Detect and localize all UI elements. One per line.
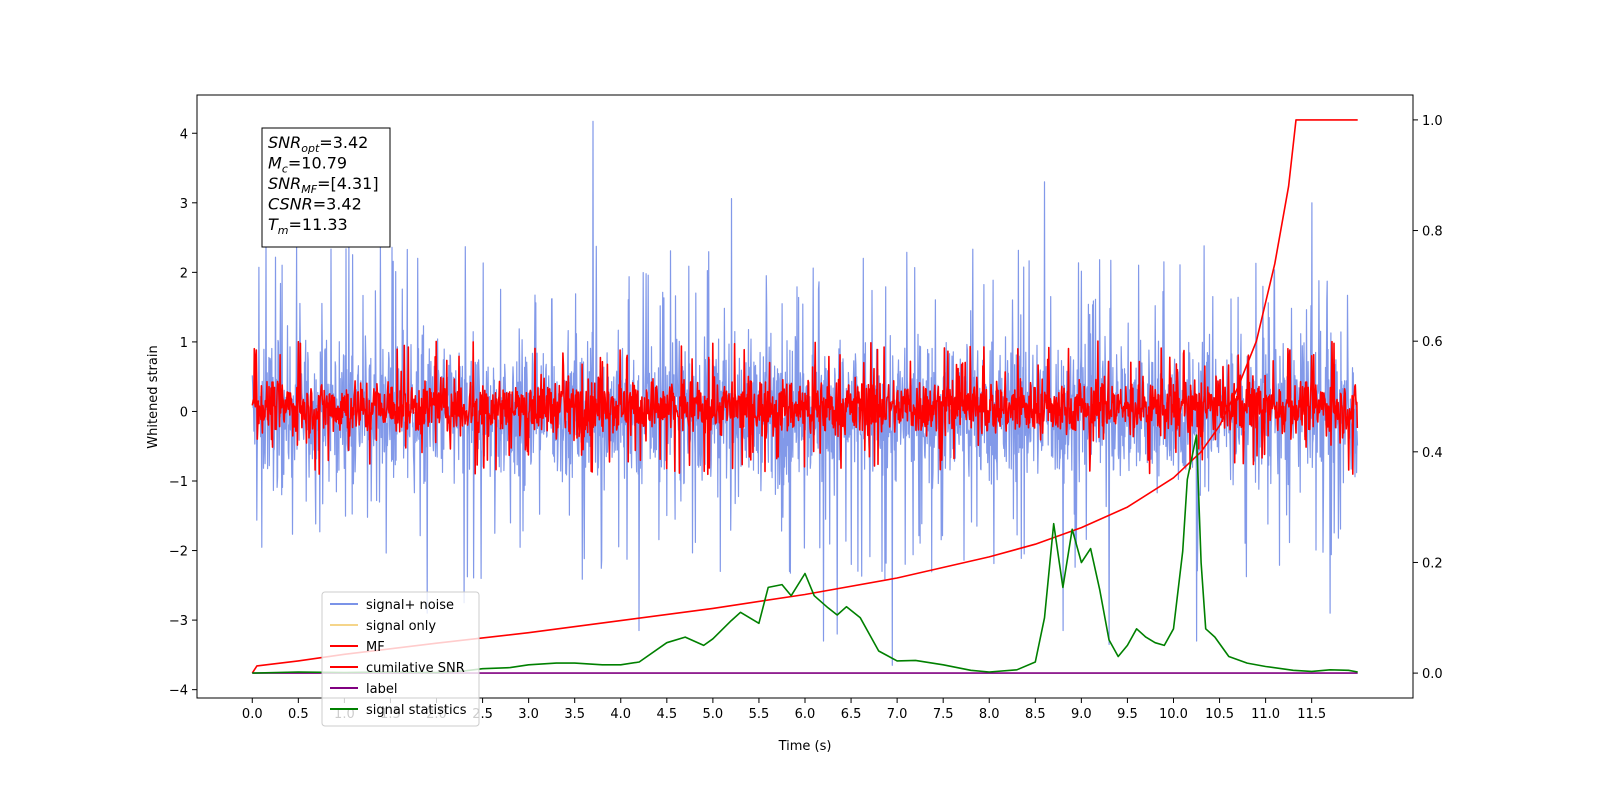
- x-tick-label: 11.5: [1297, 707, 1326, 722]
- y-tick-label: 4: [180, 127, 188, 142]
- x-tick-label: 8.5: [1025, 707, 1046, 722]
- info-line: CSNR=3.42: [268, 195, 362, 214]
- x-tick-label: 6.5: [841, 707, 862, 722]
- legend-label: signal statistics: [366, 703, 467, 718]
- x-tick-label: 7.5: [933, 707, 954, 722]
- y2-tick-label: 0.0: [1422, 667, 1443, 682]
- y-tick-label: 0: [180, 405, 188, 420]
- info-annotation-box: SNRopt=3.42Mc=10.79SNRMF=[4.31]CSNR=3.42…: [261, 127, 391, 248]
- legend-label: cumilative SNR: [366, 661, 465, 676]
- y2-tick-label: 0.2: [1422, 556, 1443, 571]
- legend-label: MF: [366, 640, 385, 655]
- y2-tick-label: 0.4: [1422, 446, 1443, 461]
- y-tick-label: 2: [180, 266, 188, 281]
- info-line: Tm=11.33: [268, 215, 348, 237]
- x-axis-label: Time (s): [778, 739, 832, 754]
- y-tick-label: −2: [169, 545, 188, 560]
- y-tick-label: 1: [180, 336, 188, 351]
- x-tick-label: 9.5: [1117, 707, 1138, 722]
- x-tick-label: 5.0: [703, 707, 724, 722]
- y-tick-label: −1: [169, 475, 188, 490]
- x-tick-label: 5.5: [749, 707, 770, 722]
- info-line: SNRopt=3.42: [268, 133, 368, 155]
- x-tick-label: 7.0: [887, 707, 908, 722]
- y2-tick-label: 0.8: [1422, 225, 1443, 240]
- x-tick-label: 10.0: [1159, 707, 1188, 722]
- series-mf: [251, 340, 1359, 476]
- x-tick-label: 0.5: [288, 707, 309, 722]
- x-tick-label: 3.5: [564, 707, 585, 722]
- legend-label: label: [366, 682, 397, 697]
- x-tick-label: 4.0: [610, 707, 631, 722]
- y-tick-label: 3: [180, 197, 188, 212]
- y-tick-label: −3: [169, 614, 188, 629]
- x-tick-label: 10.5: [1205, 707, 1234, 722]
- legend-frame: [321, 591, 480, 727]
- x-tick-label: 0.0: [242, 707, 263, 722]
- y2-tick-label: 0.6: [1422, 335, 1443, 350]
- y-axis-label: Whitened strain: [146, 345, 161, 448]
- y-axis-left: 4 3 2 1 0 −1 −2 −3 −4: [169, 127, 197, 699]
- x-axis: 0.00.51.01.52.02.53.03.54.04.55.05.56.06…: [242, 698, 1326, 722]
- x-tick-label: 11.0: [1251, 707, 1280, 722]
- legend: signal+ noise signal only MF cumilative SNR…: [321, 591, 480, 727]
- legend-label: signal only: [366, 619, 436, 634]
- y2-tick-label: 1.0: [1422, 114, 1443, 129]
- x-tick-label: 3.0: [518, 707, 539, 722]
- legend-label: signal+ noise: [366, 598, 454, 613]
- y-axis-right: 1.0 0.8 0.6 0.4 0.2 0.0: [1413, 114, 1443, 682]
- series-signal-statistics: [252, 434, 1358, 674]
- x-tick-label: 6.0: [795, 707, 816, 722]
- y-tick-label: −4: [169, 684, 188, 699]
- info-line: Mc=10.79: [268, 154, 347, 176]
- info-box-frame: [261, 127, 391, 248]
- x-tick-label: 9.0: [1071, 707, 1092, 722]
- x-tick-label: 4.5: [656, 707, 677, 722]
- x-tick-label: 8.0: [979, 707, 1000, 722]
- info-line: SNRMF=[4.31]: [268, 174, 379, 196]
